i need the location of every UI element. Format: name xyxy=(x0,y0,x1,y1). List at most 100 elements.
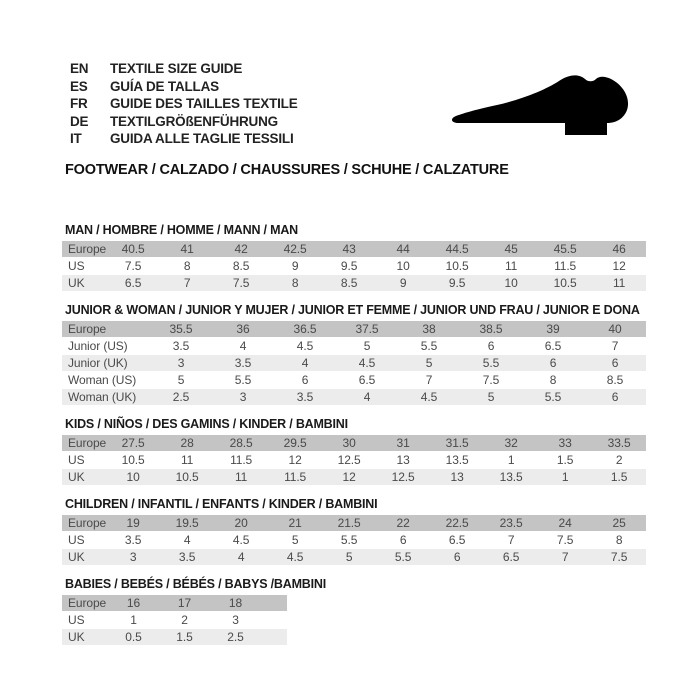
size-cell: 3.5 xyxy=(160,547,215,565)
size-cell: 11 xyxy=(484,256,539,274)
size-cell: 7.5 xyxy=(214,273,269,291)
size-section-babies: BABIES / BEBÉS / BÉBÉS / BABYS /BAMBINI E… xyxy=(62,576,650,645)
table-row: UK 10 10.5 11 11.5 12 12.5 13 13.5 1 1.5 xyxy=(62,467,647,485)
size-cell: 10 xyxy=(484,273,539,291)
language-code: ES xyxy=(70,78,88,94)
size-cell: 7.5 xyxy=(592,547,647,565)
table-row: Woman (US) 5 5.5 6 6.5 7 7.5 8 8.5 xyxy=(62,370,646,388)
size-cell: 11.5 xyxy=(538,256,593,274)
size-cell: 45.5 xyxy=(538,239,593,257)
row-label: Junior (US) xyxy=(62,336,150,354)
table-row: Junior (UK) 3 3.5 4 4.5 5 5.5 6 6 xyxy=(62,353,646,371)
size-cell: 5 xyxy=(322,547,377,565)
size-cell: 6 xyxy=(460,336,522,354)
size-cell: 9.5 xyxy=(430,273,485,291)
filler-cell xyxy=(261,610,287,628)
row-label: UK xyxy=(62,547,107,565)
language-title: GUÍA DE TALLAS xyxy=(110,78,219,94)
row-label: Junior (UK) xyxy=(62,353,150,371)
size-cell: 8 xyxy=(592,530,647,548)
size-cell: 4.5 xyxy=(274,336,336,354)
language-row-fr: FR GUIDE DES TAILLES TEXTILE xyxy=(70,95,650,113)
size-cell: 19.5 xyxy=(160,513,215,531)
row-label: US xyxy=(62,530,107,548)
size-cell: 18 xyxy=(210,593,261,611)
size-section-man: MAN / HOMBRE / HOMME / MANN / MAN Europe 4… xyxy=(62,223,650,291)
size-section-junior-woman: JUNIOR & WOMAN / JUNIOR Y MUJER / JUNIOR… xyxy=(62,303,650,405)
size-cell: 13 xyxy=(430,467,485,485)
size-cell: 8.5 xyxy=(322,273,377,291)
size-cell: 28 xyxy=(160,433,215,451)
size-cell: 36.5 xyxy=(274,319,336,337)
size-cell: 16 xyxy=(108,593,159,611)
table-row: Europe 19 19.5 20 21 21.5 22 22.5 23.5 24 25 xyxy=(62,513,647,531)
size-table: Europe 19 19.5 20 21 21.5 22 22.5 23.5 24 25 US 3.5 4… xyxy=(62,513,647,565)
size-cell: 40 xyxy=(584,319,646,337)
size-cell: 7 xyxy=(538,547,593,565)
size-cell: 5 xyxy=(460,387,522,405)
size-cell: 9 xyxy=(376,273,431,291)
size-cell: 4.5 xyxy=(268,547,323,565)
size-cell: 29.5 xyxy=(268,433,323,451)
size-cell: 3.5 xyxy=(106,530,161,548)
size-cell: 3 xyxy=(150,353,212,371)
size-cell: 11 xyxy=(214,467,269,485)
size-cell: 8 xyxy=(522,370,584,388)
size-cell: 11.5 xyxy=(268,467,323,485)
row-label: Europe xyxy=(62,513,107,531)
size-cell: 5.5 xyxy=(212,370,274,388)
size-cell: 38.5 xyxy=(460,319,522,337)
row-label: UK xyxy=(62,627,108,645)
size-cell: 6.5 xyxy=(336,370,398,388)
language-title: GUIDA ALLE TAGLIE TESSILI xyxy=(110,131,294,146)
row-label: US xyxy=(62,610,108,628)
size-cell: 9 xyxy=(268,256,323,274)
row-label: Europe xyxy=(62,433,107,451)
size-cell: 11.5 xyxy=(214,450,269,468)
size-cell: 5.5 xyxy=(522,387,584,405)
size-cell: 39 xyxy=(522,319,584,337)
size-cell: 33 xyxy=(538,433,593,451)
size-cell: 31 xyxy=(376,433,431,451)
size-cell: 22.5 xyxy=(430,513,485,531)
size-cell: 3.5 xyxy=(150,336,212,354)
size-cell: 41 xyxy=(160,239,215,257)
size-cell: 6 xyxy=(376,530,431,548)
size-cell: 4 xyxy=(336,387,398,405)
filler-cell xyxy=(261,627,287,645)
size-cell: 42 xyxy=(214,239,269,257)
language-code: EN xyxy=(70,61,89,76)
language-title: GUIDE DES TAILLES TEXTILE xyxy=(110,96,298,111)
size-cell: 5.5 xyxy=(398,336,460,354)
language-code: DE xyxy=(70,113,89,129)
table-row: Woman (UK) 2.5 3 3.5 4 4.5 5 5.5 6 xyxy=(62,387,646,405)
size-cell: 4.5 xyxy=(214,530,269,548)
size-cell: 8.5 xyxy=(214,256,269,274)
size-cell: 28.5 xyxy=(214,433,269,451)
size-cell: 36 xyxy=(212,319,274,337)
size-cell: 44 xyxy=(376,239,431,257)
size-cell: 7 xyxy=(160,273,215,291)
language-code: IT xyxy=(70,131,82,146)
section-title: CHILDREN / INFANTIL / ENFANTS / KINDER /… xyxy=(65,496,378,511)
size-cell: 40.5 xyxy=(106,239,161,257)
size-cell: 37.5 xyxy=(336,319,398,337)
size-cell: 6 xyxy=(274,370,336,388)
table-row: Europe 27.5 28 28.5 29.5 30 31 31.5 32 33 33.5 xyxy=(62,433,647,451)
language-row-de: DE TEXTILGRÖßENFÜHRUNG xyxy=(70,113,650,131)
row-label: Europe xyxy=(62,593,108,611)
section-title: BABIES / BEBÉS / BÉBÉS / BABYS /BAMBINI xyxy=(65,576,326,591)
size-cell: 10.5 xyxy=(160,467,215,485)
row-label: Europe xyxy=(62,239,107,257)
size-cell: 6.5 xyxy=(484,547,539,565)
size-cell: 8.5 xyxy=(584,370,646,388)
size-cell: 4 xyxy=(160,530,215,548)
size-cell: 5 xyxy=(150,370,212,388)
size-cell: 31.5 xyxy=(430,433,485,451)
size-cell: 23.5 xyxy=(484,513,539,531)
size-cell: 1.5 xyxy=(538,450,593,468)
row-label: Woman (US) xyxy=(62,370,150,388)
size-cell: 10 xyxy=(376,256,431,274)
size-cell: 5.5 xyxy=(460,353,522,371)
size-cell: 7.5 xyxy=(106,256,161,274)
